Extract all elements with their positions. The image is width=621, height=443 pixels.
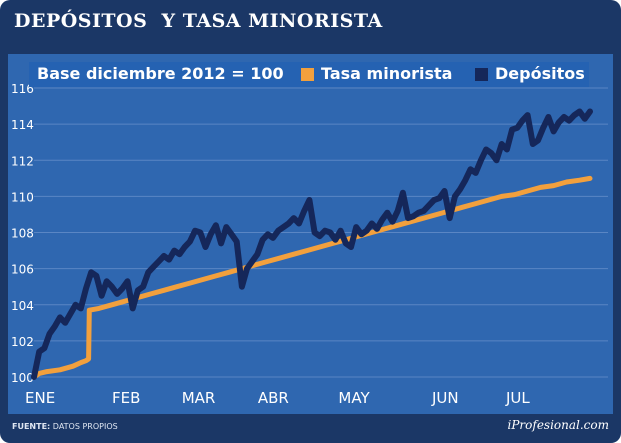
chart-title: DEPÓSITOS Y TASA MINORISTA xyxy=(14,10,383,32)
legend-swatch-tasa xyxy=(301,68,314,81)
source-note: FUENTE: DATOS PROPIOS xyxy=(12,422,118,431)
legend-label-tasa: Tasa minorista xyxy=(321,64,453,83)
series-line-depositos xyxy=(31,108,593,380)
legend-base-text: Base diciembre 2012 = 100 xyxy=(37,64,284,83)
x-tick-label: MAY xyxy=(338,389,370,407)
x-tick-label: JUL xyxy=(505,389,530,407)
series-line-tasa-minorista xyxy=(31,175,593,380)
y-tick-label: 110 xyxy=(11,190,34,204)
source-value: DATOS PROPIOS xyxy=(52,422,118,431)
y-tick-label: 104 xyxy=(11,299,34,313)
legend: Base diciembre 2012 = 100 Tasa minorista… xyxy=(29,62,589,87)
legend-label-depositos: Depósitos xyxy=(495,64,585,83)
x-tick-label: JUN xyxy=(431,389,459,407)
y-tick-label: 102 xyxy=(11,335,34,349)
legend-swatch-depositos xyxy=(475,68,488,81)
plot-panel: 100 102 104 106 108 110 112 114 116 ENE FEB MAR ABR M… xyxy=(8,54,613,414)
y-tick-label: 108 xyxy=(11,227,34,241)
x-tick-label: ABR xyxy=(258,389,289,407)
y-tick-label: 114 xyxy=(11,118,34,132)
x-tick-label: FEB xyxy=(112,389,140,407)
brand-label: iProfesional.com xyxy=(507,418,610,432)
x-tick-label: MAR xyxy=(182,389,216,407)
source-label: FUENTE: xyxy=(12,422,51,431)
line-chart: 100 102 104 106 108 110 112 114 116 ENE FEB MAR ABR M… xyxy=(11,82,608,407)
y-tick-label: 106 xyxy=(11,263,34,277)
y-tick-label: 100 xyxy=(11,371,34,385)
y-tick-label: 116 xyxy=(11,82,34,96)
x-tick-label: ENE xyxy=(25,389,55,407)
y-tick-label: 112 xyxy=(11,154,34,168)
